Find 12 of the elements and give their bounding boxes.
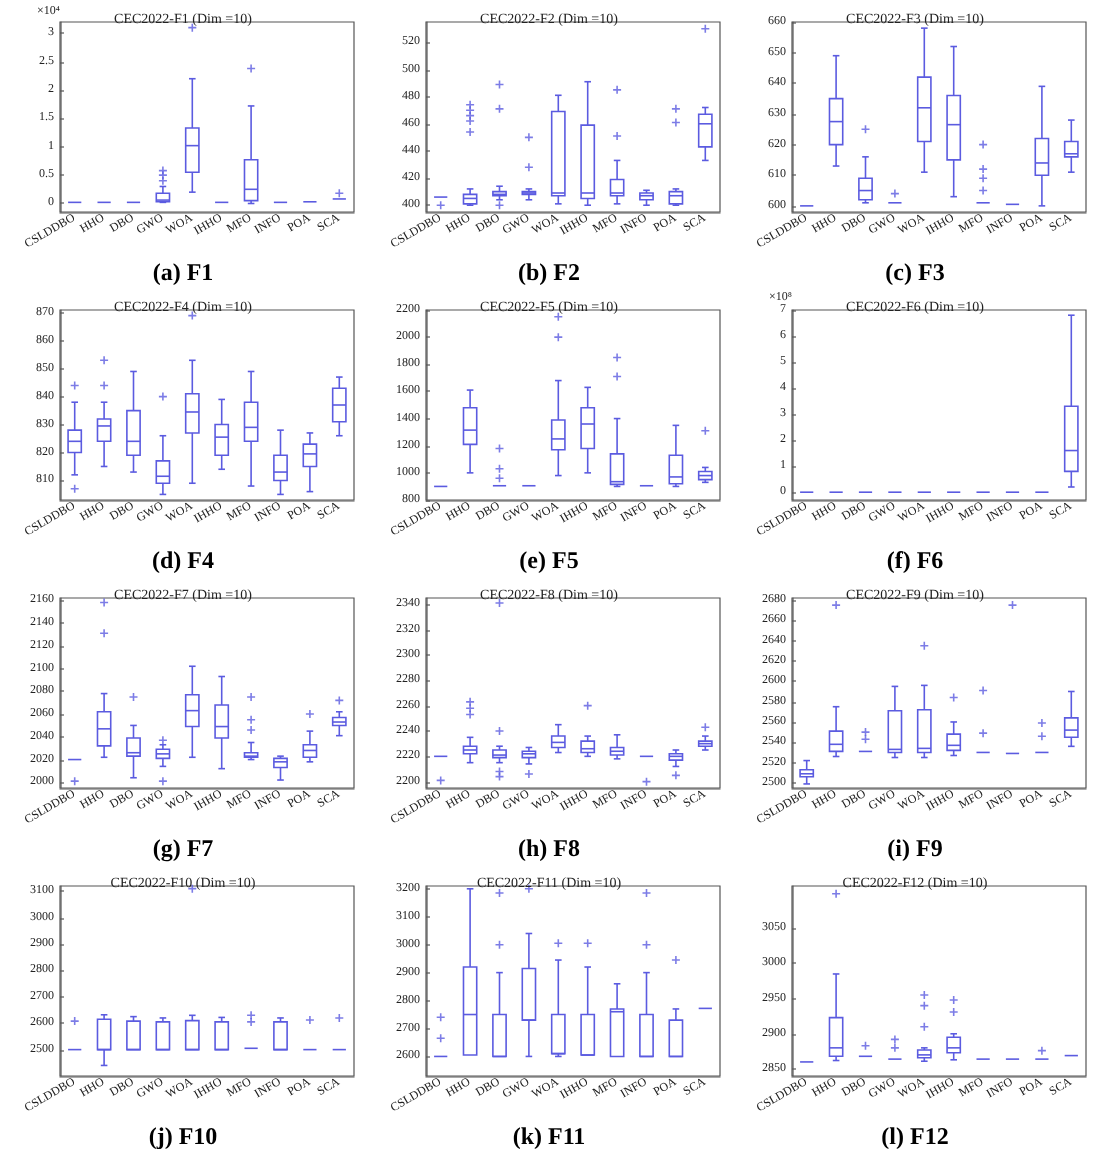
text: (a) F1: [150, 256, 216, 288]
text: (e) F5: [517, 544, 581, 576]
text: (d) F4: [150, 544, 216, 576]
text: (g) F7: [150, 832, 216, 864]
text: (h) F8: [516, 832, 582, 864]
text: (f) F6: [884, 544, 946, 576]
text: (i) F9: [885, 832, 945, 864]
text: (k) F11: [510, 1120, 588, 1152]
text: (b) F2: [516, 256, 582, 288]
text: (j) F10: [146, 1120, 220, 1152]
text: (l) F12: [879, 1120, 951, 1152]
text: (c) F3: [883, 256, 947, 288]
